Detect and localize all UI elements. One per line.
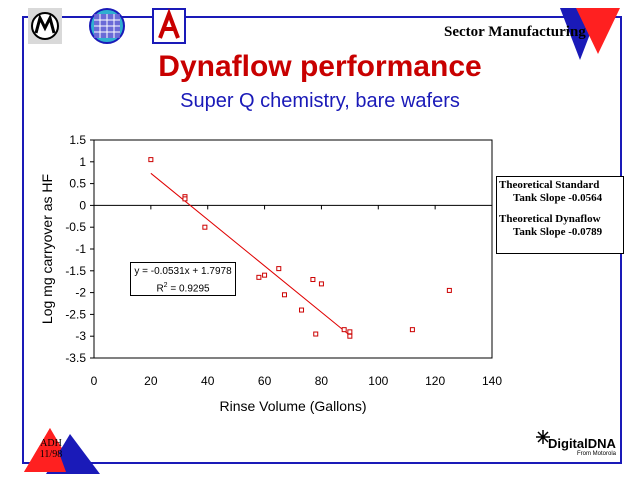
data-point [281,292,287,298]
page-subtitle: Super Q chemistry, bare wafers [180,90,460,112]
data-point [347,329,353,335]
theory-line-4: Tank Slope -0.0789 [513,226,603,238]
theory-line-3: Theoretical Dynaflow [499,213,601,225]
data-point [148,157,154,163]
y-tick-label: -3 [75,329,86,343]
data-point [318,281,324,287]
r-squared-value: = 0.9295 [167,283,210,295]
y-tick-label: 1.5 [69,133,86,147]
equation-line: y = -0.0531x + 1.7978 [134,266,232,277]
plot-area [93,139,493,359]
data-point [262,272,268,278]
data-point [310,277,316,283]
data-point [256,274,262,280]
sector-label: Sector Manufacturing [444,24,586,40]
x-tick-label: 100 [368,374,388,388]
x-axis-label: Rinse Volume (Gallons) [219,398,366,414]
author-initials: ADH [40,438,62,449]
trendline-equation: y = -0.0531x + 1.7978 R2 = 0.9295 [130,262,236,296]
x-tick-label: 20 [144,374,158,388]
x-tick-label: 40 [201,374,215,388]
theory-line-1: Theoretical Standard [499,179,600,191]
data-point [341,327,347,333]
x-tick-label: 120 [425,374,445,388]
data-point [276,266,282,272]
y-tick-label: -0.5 [65,220,86,234]
y-tick-label: 0 [79,198,86,212]
author-date-label: ADH 11/98 [30,438,72,460]
corner-triangle-logo [560,8,620,60]
university-a-logo [152,8,186,44]
r-squared-exponent: 2 [163,282,168,289]
data-point [182,196,188,202]
data-point [202,224,208,230]
y-tick-label: 1 [79,155,86,169]
y-axis-label: Log mg carryover as HF [39,174,55,324]
r-squared-base: R [156,283,164,295]
y-tick-label: -1.5 [65,264,86,278]
y-tick-label: -1 [75,242,86,256]
y-tick-label: -2 [75,286,86,300]
x-tick-label: 0 [91,374,98,388]
data-point [347,333,353,339]
globe-grid-logo [89,8,125,44]
data-point [409,327,415,333]
brand-subtitle: From Motorola [577,451,617,457]
motorola-logo [28,8,62,44]
digitaldna-logo: DigitalDNA [548,436,616,451]
theoretical-slopes-box: Theoretical Standard Tank Slope -0.0564 … [496,176,624,254]
data-point [446,287,452,293]
date-label: 11/98 [39,449,63,460]
x-tick-label: 80 [315,374,329,388]
data-point [313,331,319,337]
y-tick-label: -2.5 [65,307,86,321]
r-squared-line: R2 = 0.9295 [131,279,235,296]
x-tick-label: 60 [258,374,272,388]
y-tick-label: 0.5 [69,177,86,191]
x-tick-label: 140 [482,374,502,388]
adh-triangle-logo [24,428,100,474]
page-title: Dynaflow performance [158,50,482,83]
y-tick-label: -3.5 [65,351,86,365]
dna-sparkle-icon [536,430,550,444]
theory-line-2: Tank Slope -0.0564 [513,192,603,204]
data-point [299,307,305,313]
